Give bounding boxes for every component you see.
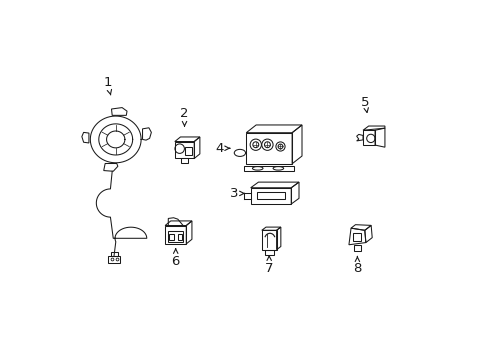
- Text: 5: 5: [360, 96, 368, 112]
- Bar: [110, 252, 117, 256]
- Text: 4: 4: [215, 142, 229, 155]
- Bar: [352, 233, 360, 241]
- Bar: [165, 225, 186, 244]
- Text: 6: 6: [171, 249, 180, 267]
- Bar: [362, 130, 374, 145]
- Text: 1: 1: [103, 76, 112, 95]
- Text: 7: 7: [264, 256, 273, 275]
- Bar: [185, 147, 192, 156]
- Bar: [353, 245, 361, 251]
- Bar: [178, 234, 182, 240]
- Bar: [169, 234, 173, 240]
- Bar: [175, 141, 194, 158]
- Bar: [257, 192, 284, 199]
- Bar: [107, 256, 120, 263]
- Text: 3: 3: [230, 187, 244, 200]
- Bar: [261, 230, 276, 250]
- Text: 8: 8: [352, 257, 361, 275]
- Bar: [181, 158, 187, 163]
- Text: 2: 2: [180, 107, 188, 126]
- Bar: [244, 166, 293, 171]
- Bar: [168, 231, 183, 242]
- Bar: [264, 250, 273, 255]
- Bar: [250, 188, 291, 204]
- Bar: [246, 133, 291, 164]
